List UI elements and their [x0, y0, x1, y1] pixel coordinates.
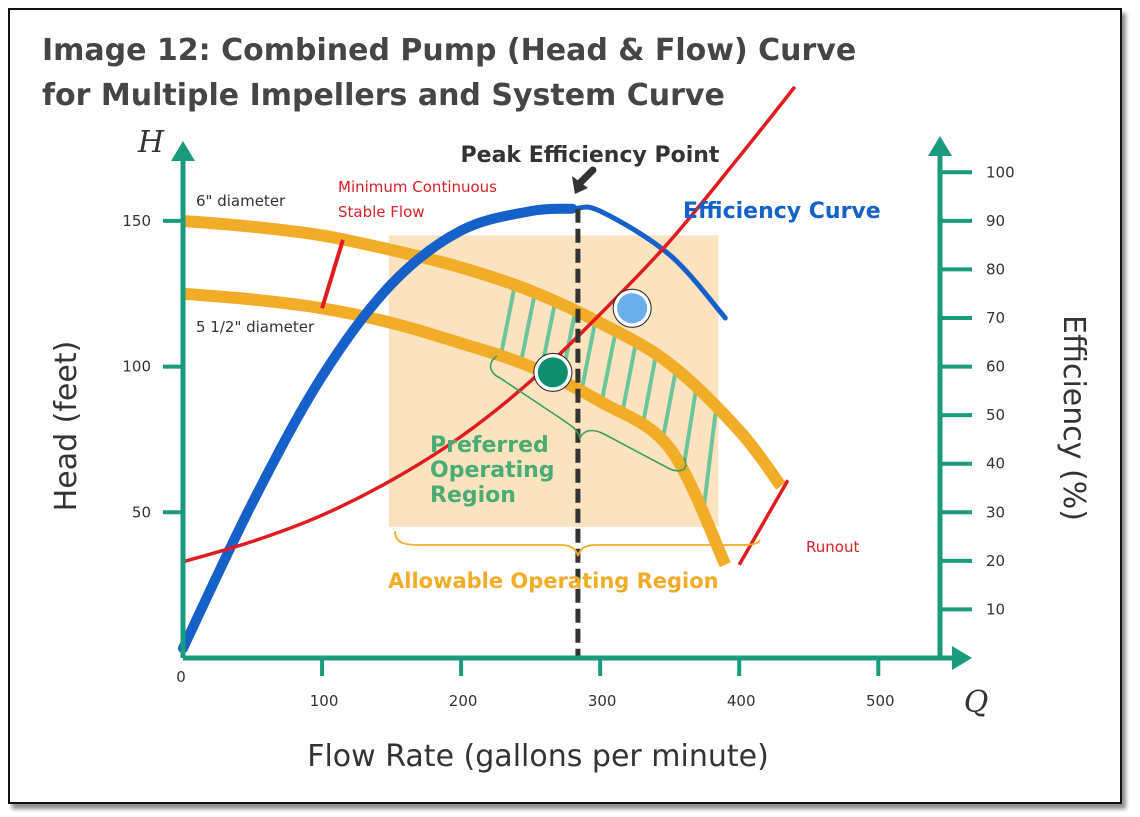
label-min-flow-line1: Minimum Continuous [338, 178, 497, 196]
preferred-region-hatch [499, 287, 516, 355]
preferred-region-hatch [580, 322, 597, 391]
allowable-region-brace [394, 530, 761, 557]
preferred-operating-point [537, 357, 568, 388]
right-tick-label: 60 [986, 358, 1005, 376]
left-axis-arrow [171, 141, 195, 161]
title-line-2: for Multiple Impellers and System Curve [42, 78, 725, 113]
x-axis-label: Flow Rate (gallons per minute) [307, 739, 769, 774]
right-tick-label: 40 [986, 455, 1005, 473]
preferred-region-hatch [620, 345, 637, 415]
label-5-half-inch-diameter: 5 1/2" diameter [196, 318, 315, 336]
efficiency-curve [178, 203, 578, 654]
system-curve [182, 85, 797, 564]
right-tick-label: 50 [986, 406, 1005, 424]
preferred-region-hatch [701, 410, 718, 516]
label-allowable-region: Allowable Operating Region [388, 569, 719, 593]
label-preferred-line2: Operating [430, 458, 555, 483]
right-axis-label: Efficiency (%) [1056, 315, 1091, 521]
right-tick-label: 100 [986, 163, 1015, 181]
right-tick-label: 30 [986, 503, 1005, 521]
x-tick-label: 0 [176, 668, 186, 686]
preferred-region-hatch [519, 294, 537, 362]
x-tick-label: 300 [588, 692, 617, 710]
right-tick-label: 80 [986, 260, 1005, 278]
runout-line [737, 479, 790, 566]
x-axis-arrow [952, 646, 972, 670]
preferred-region-brace [489, 355, 687, 472]
efficiency-curve-falling [528, 204, 728, 321]
x-tick-label: 400 [727, 692, 756, 710]
label-6-inch-diameter: 6" diameter [196, 192, 286, 210]
preferred-region-hatch [660, 371, 678, 442]
right-tick-label: 90 [986, 212, 1005, 230]
label-runout: Runout [806, 538, 859, 556]
left-axis-label: Head (feet) [49, 341, 84, 512]
minimum-flow-line [320, 239, 345, 309]
chart-title: Image 12: Combined Pump (Head & Flow) Cu… [42, 28, 856, 118]
title-line-1: Image 12: Combined Pump (Head & Flow) Cu… [42, 33, 857, 68]
x-tick-label: 200 [449, 692, 478, 710]
left-tick-label: 50 [132, 503, 151, 521]
label-peak-efficiency: Peak Efficiency Point [461, 143, 720, 168]
preferred-region-hatch [600, 333, 617, 401]
x-tick-label: 500 [866, 692, 895, 710]
right-tick-label: 10 [986, 600, 1005, 618]
label-efficiency-curve: Efficiency Curve [683, 199, 881, 224]
left-axis-symbol: H [137, 125, 165, 160]
x-tick-label: 100 [310, 692, 339, 710]
curve-5-half-inch-impeller [182, 287, 731, 568]
right-tick-label: 70 [986, 309, 1005, 327]
curve-6-inch-impeller [182, 214, 786, 490]
label-preferred-line3: Region [430, 483, 516, 508]
right-tick-label: 20 [986, 552, 1005, 570]
peak-arrow-shaft [576, 166, 597, 187]
label-preferred-line1: Preferred [430, 433, 549, 458]
preferred-region-hatch [640, 357, 658, 428]
current-operating-point [617, 293, 648, 324]
x-axis-symbol: Q [964, 685, 989, 720]
right-axis-arrow [928, 136, 952, 156]
peak-arrow-head [571, 176, 588, 194]
left-tick-label: 100 [122, 358, 151, 376]
label-min-flow-line2: Stable Flow [338, 203, 425, 221]
left-tick-label: 150 [122, 212, 151, 230]
